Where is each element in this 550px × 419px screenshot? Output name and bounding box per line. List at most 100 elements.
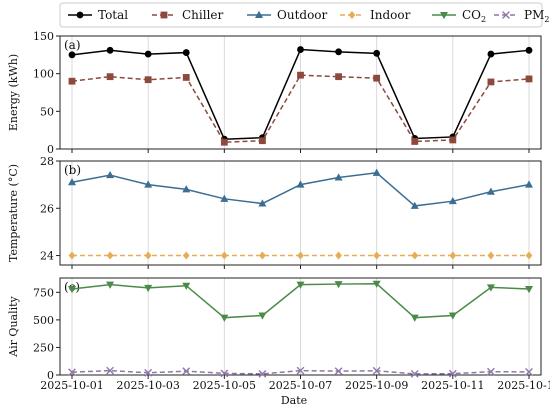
x-tick-label: 2025-10-07 bbox=[269, 379, 332, 392]
legend-marker bbox=[348, 11, 356, 19]
data-point-pm2-5-stroke bbox=[448, 369, 457, 378]
panel-c: 0 250 500 750 2025-10-01 2025-10-03 2025-10-05… bbox=[7, 277, 550, 392]
legend-label: Total bbox=[98, 8, 128, 22]
panels: 0 50 100 150 Energy (kWh) (a) 24 26 28 Temperatur… bbox=[7, 30, 550, 392]
series-pm2-5 bbox=[68, 366, 533, 378]
x-tick-label: 2025-10-13 bbox=[497, 379, 550, 392]
data-point-pm2-5 bbox=[372, 366, 381, 375]
y-tick-label: 0 bbox=[47, 143, 54, 156]
data-point-total bbox=[373, 49, 381, 57]
legend-marker bbox=[76, 11, 84, 19]
legend-item-chiller: Chiller bbox=[152, 8, 224, 22]
panel-a: 0 50 100 150 Energy (kWh) (a) bbox=[7, 30, 542, 156]
data-point-pm2-5 bbox=[525, 368, 533, 376]
y-tick-label: 500 bbox=[33, 314, 54, 327]
data-point-pm2-5 bbox=[106, 366, 114, 375]
data-point-chiller bbox=[220, 138, 228, 146]
legend-item-total: Total bbox=[68, 8, 128, 22]
data-point-total bbox=[144, 50, 152, 58]
data-point-co2 bbox=[68, 286, 76, 294]
data-point-indoor bbox=[487, 251, 495, 260]
data-point-total bbox=[182, 49, 190, 56]
data-point-total bbox=[68, 51, 76, 59]
data-point-co2 bbox=[525, 286, 533, 294]
data-point-outdoor bbox=[296, 180, 305, 188]
data-point-total bbox=[335, 48, 342, 56]
y-tick-label: 250 bbox=[33, 341, 54, 354]
legend-marker bbox=[502, 11, 510, 19]
x-tick-label: 2025-10-01 bbox=[40, 379, 103, 392]
y-tick-label: 50 bbox=[40, 105, 54, 118]
data-point-outdoor bbox=[258, 199, 267, 207]
data-point-co2 bbox=[372, 280, 381, 288]
legend-marker bbox=[255, 10, 263, 18]
series-indoor bbox=[68, 251, 533, 260]
legend-item-co2: CO2 bbox=[432, 8, 486, 24]
panel-label: (a) bbox=[64, 38, 81, 52]
y-tick-label: 26 bbox=[40, 202, 54, 215]
y-tick-label: 750 bbox=[33, 286, 54, 299]
data-point-pm2-5-stroke bbox=[410, 370, 419, 378]
legend-label: Chiller bbox=[182, 8, 224, 22]
data-point-outdoor bbox=[372, 168, 381, 176]
data-point-indoor bbox=[297, 251, 304, 260]
data-point-co2 bbox=[296, 281, 305, 289]
data-point-indoor bbox=[144, 251, 152, 260]
data-point-total bbox=[297, 46, 304, 53]
data-point-pm2-5-stroke bbox=[487, 367, 495, 376]
y-tick-label: 24 bbox=[40, 250, 54, 263]
y-axis-label: Temperature (°C) bbox=[7, 164, 20, 262]
data-point-chiller bbox=[68, 77, 76, 85]
data-point-pm2-5 bbox=[220, 369, 229, 378]
data-point-indoor bbox=[182, 251, 190, 260]
data-point-outdoor bbox=[486, 187, 495, 195]
data-point-pm2-5-stroke bbox=[68, 368, 76, 377]
data-point-chiller bbox=[373, 74, 381, 82]
data-point-pm2-5 bbox=[410, 370, 419, 378]
data-point-outdoor bbox=[410, 201, 419, 209]
data-point-co2 bbox=[334, 281, 343, 289]
legend-marker bbox=[160, 11, 168, 19]
legend-item-pm2-5: PM2.5 bbox=[494, 8, 550, 24]
data-point-chiller bbox=[297, 71, 304, 79]
data-point-indoor bbox=[525, 251, 533, 260]
legend-label: PM2.5 bbox=[524, 8, 550, 24]
data-point-co2 bbox=[410, 314, 419, 322]
legend-label: Outdoor bbox=[277, 8, 328, 22]
y-tick-label: 28 bbox=[40, 155, 54, 168]
data-point-chiller bbox=[411, 138, 419, 145]
data-point-indoor bbox=[373, 251, 381, 260]
x-tick-label: 2025-10-11 bbox=[421, 379, 484, 392]
data-point-co2 bbox=[182, 282, 191, 290]
legend-label-subscript: 2.5 bbox=[544, 15, 550, 24]
data-point-indoor bbox=[220, 251, 228, 260]
data-point-indoor bbox=[335, 251, 342, 260]
legend: Total Chiller Outdoor Indoor CO2 PM2.5 bbox=[59, 2, 550, 28]
data-point-co2 bbox=[448, 312, 457, 320]
legend-label: Indoor bbox=[370, 8, 411, 22]
series-chiller bbox=[68, 71, 533, 146]
data-point-pm2-5-stroke bbox=[258, 370, 267, 378]
data-point-pm2-5 bbox=[258, 370, 267, 378]
y-axis-label: Energy (kWh) bbox=[7, 54, 20, 131]
legend-label: CO2 bbox=[462, 8, 486, 24]
data-point-outdoor bbox=[334, 173, 343, 181]
data-point-total bbox=[525, 46, 533, 54]
data-point-pm2-5 bbox=[448, 369, 457, 378]
data-point-pm2-5 bbox=[68, 368, 76, 377]
data-point-total bbox=[106, 46, 114, 54]
data-point-pm2-5-stroke bbox=[334, 367, 343, 376]
data-point-chiller bbox=[525, 75, 533, 83]
y-tick-label: 100 bbox=[33, 68, 54, 81]
data-point-co2 bbox=[220, 314, 229, 322]
data-point-co2 bbox=[258, 312, 267, 320]
data-point-indoor bbox=[106, 251, 114, 260]
legend-marker-stroke bbox=[502, 11, 510, 19]
x-tick-label: 2025-10-03 bbox=[116, 379, 179, 392]
data-point-chiller bbox=[335, 73, 342, 81]
data-point-pm2-5-stroke bbox=[372, 366, 381, 375]
data-point-total bbox=[487, 50, 495, 58]
x-tick-label: 2025-10-05 bbox=[193, 379, 256, 392]
data-point-chiller bbox=[106, 73, 114, 81]
data-point-indoor bbox=[411, 251, 419, 260]
